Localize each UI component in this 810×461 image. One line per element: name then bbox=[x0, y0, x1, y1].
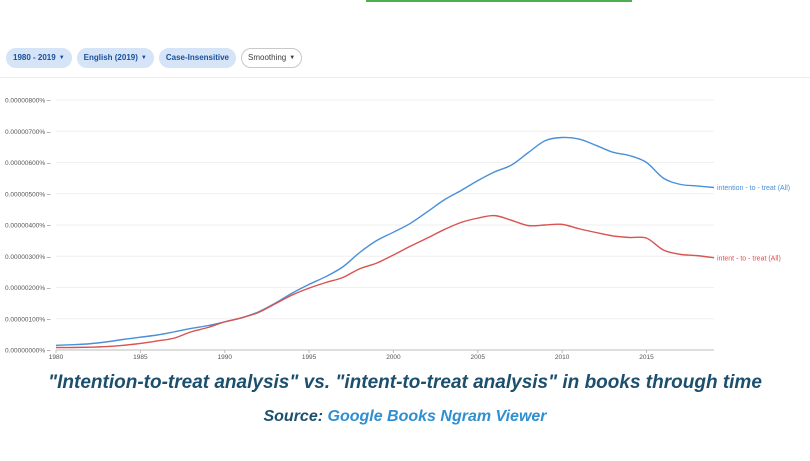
ngram-chart: 0.00000000% – 0.00000100% – 0.00000200% – 0… bbox=[5, 98, 790, 362]
y-tick-label: 0.00000300% – bbox=[5, 254, 51, 261]
series-line-intent-to-treat bbox=[55, 214, 715, 349]
case-insensitive-toggle[interactable]: Case-Insensitive bbox=[158, 48, 236, 68]
y-tick-label: 0.00000500% – bbox=[5, 191, 51, 198]
x-tick-label: 1990 bbox=[217, 354, 232, 361]
top-accent-bar bbox=[366, 0, 632, 2]
x-tick-label: 1995 bbox=[302, 354, 317, 361]
chevron-down-icon: ▼ bbox=[58, 55, 65, 61]
smoothing-label: Smoothing bbox=[248, 53, 287, 62]
series-label: intent - to - treat (All) bbox=[717, 255, 781, 262]
corpus-dropdown[interactable]: English (2019) ▼ bbox=[76, 48, 154, 68]
y-tick-label: 0.00000700% – bbox=[5, 129, 51, 136]
y-tick-label: 0.00000400% – bbox=[5, 223, 51, 230]
series-label: intention - to - treat (All) bbox=[717, 185, 790, 192]
y-tick-label: 0.00000600% – bbox=[5, 160, 51, 167]
filter-bar: 1980 - 2019 ▼ English (2019) ▼ Case-Inse… bbox=[6, 48, 303, 68]
corpus-label: English (2019) bbox=[83, 53, 138, 62]
case-insensitive-label: Case-Insensitive bbox=[165, 53, 229, 62]
source-line: Source: Google Books Ngram Viewer bbox=[0, 408, 810, 426]
x-tick-label: 2005 bbox=[471, 354, 486, 361]
x-tick-label: 1980 bbox=[49, 354, 64, 361]
y-tick-label: 0.00000800% – bbox=[5, 98, 51, 105]
smoothing-dropdown[interactable]: Smoothing ▼ bbox=[241, 48, 303, 68]
y-tick-label: 0.00000200% – bbox=[5, 285, 51, 292]
x-tick-label: 2000 bbox=[386, 354, 401, 361]
divider bbox=[0, 77, 810, 78]
series-line-intention-to-treat bbox=[55, 136, 715, 347]
chevron-down-icon: ▼ bbox=[140, 55, 147, 61]
year-range-label: 1980 - 2019 bbox=[13, 53, 56, 62]
source-link[interactable]: Google Books Ngram Viewer bbox=[327, 408, 547, 425]
x-tick-label: 2010 bbox=[555, 354, 570, 361]
year-range-dropdown[interactable]: 1980 - 2019 ▼ bbox=[6, 48, 72, 68]
y-tick-label: 0.00000100% – bbox=[5, 316, 51, 323]
source-prefix: Source: bbox=[263, 408, 324, 425]
chevron-down-icon: ▼ bbox=[289, 55, 296, 61]
x-tick-label: 1985 bbox=[133, 354, 148, 361]
x-tick-label: 2015 bbox=[639, 354, 654, 361]
chart-caption: "Intention-to-treat analysis" vs. "inten… bbox=[48, 372, 762, 393]
y-tick-label: 0.00000000% – bbox=[5, 348, 51, 355]
